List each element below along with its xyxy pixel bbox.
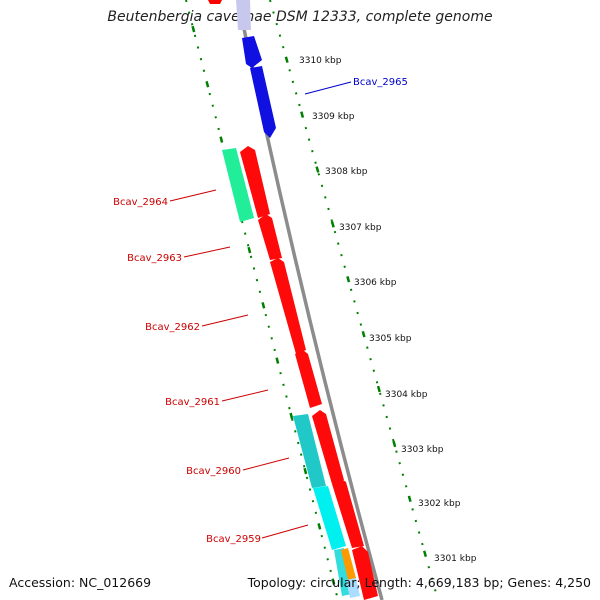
scale-tick-labels: 3310 kbp 3309 kbp 3308 kbp 3307 kbp 3306… [299,56,477,564]
tick-label: 3309 kbp [312,112,355,122]
gene-bcav-2962 [270,258,306,354]
leader-bcav-2960 [242,457,290,471]
map-title: Beutenbergia cavernae DSM 12333, complet… [107,9,493,25]
track-dash [346,276,351,283]
tick-label: 3310 kbp [299,56,342,66]
track-dash [205,81,210,88]
gene-forward-1 [242,36,262,68]
forward-strand-genes [236,0,276,138]
gene-label-bcav-2963[interactable]: Bcav_2963 [127,253,182,264]
leader-bcav-2964 [169,189,217,202]
leader-bcav-2961 [221,389,269,402]
gene-label-bcav-2959[interactable]: Bcav_2959 [206,534,261,545]
track-dash [275,357,280,364]
track-dash [284,56,289,63]
track-dash [247,246,252,254]
gene-bcav-2960 [312,410,344,484]
gene-bcav-2964 [240,146,270,218]
tick-label: 3308 kbp [325,167,368,177]
feature-blocks [222,148,360,598]
gene-bcav-2959 [332,478,364,548]
leader-bcav-2959 [261,524,309,539]
gene-bcav-2963 [258,214,282,260]
tick-label: 3301 kbp [434,554,477,564]
feature-teal [293,414,326,488]
track-dash [303,467,308,475]
track-dash [191,25,196,33]
scale-dash-marks [284,56,428,557]
track-dash [300,111,305,118]
gene-forward-pale [236,0,251,30]
genome-summary-text: Topology: circular; Length: 4,669,183 bp… [247,575,591,590]
track-dash [289,412,294,420]
gene-top-red [208,0,222,4]
track-dash [261,302,266,309]
gene-label-bcav-2960[interactable]: Bcav_2960 [186,466,241,477]
tick-label: 3305 kbp [369,334,412,344]
track-dash [422,550,428,557]
leader-bcav-2962 [201,314,249,327]
accession-text: Accession: NC_012669 [9,575,152,590]
scale-track-right [269,0,439,600]
gene-bottom-red [352,546,378,600]
gene-label-bcav-2962[interactable]: Bcav_2962 [145,322,200,333]
track-dash [361,330,366,338]
track-dash [330,221,335,228]
gene-label-bcav-2961[interactable]: Bcav_2961 [165,397,220,408]
leader-bcav-2963 [183,246,231,258]
tick-label: 3303 kbp [401,445,444,455]
tick-label: 3302 kbp [418,499,461,509]
tick-label: 3304 kbp [385,390,428,400]
track-dash [407,495,412,503]
leader-bcav-2965 [304,81,352,95]
gene-bcav-2961 [295,350,322,408]
label-leaders [169,81,352,539]
tick-label: 3307 kbp [339,223,382,233]
gene-label-bcav-2964[interactable]: Bcav_2964 [113,197,168,208]
reverse-strand-genes [208,0,378,600]
feature-light-blue [346,578,360,598]
track-dash [317,523,322,530]
feature-cyan [313,486,346,550]
feature-orange [341,548,356,580]
track-dash [392,440,397,448]
track-dash [331,578,336,585]
track-dash [315,166,320,173]
feature-green-mint [222,148,254,222]
gene-label-bcav-2965[interactable]: Bcav_2965 [353,77,408,88]
gene-bcav-2965 [250,66,276,138]
track-dash [219,136,224,143]
track-dash [376,385,381,393]
tick-label: 3306 kbp [354,278,397,288]
gene-labels: Bcav_2965 Bcav_2964 Bcav_2963 Bcav_2962 … [113,77,408,545]
